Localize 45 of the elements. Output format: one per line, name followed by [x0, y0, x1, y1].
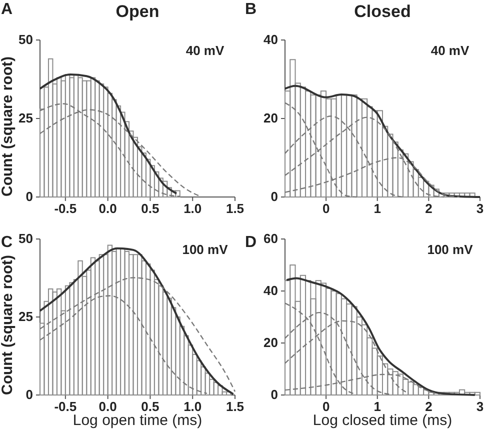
- x-tick-label: 1.5: [226, 201, 244, 216]
- chart-title: Closed: [354, 2, 411, 21]
- annotation: 100 mV: [427, 242, 474, 257]
- y-tick-label: 40: [264, 283, 278, 298]
- x-axis-title: Log open time (ms): [72, 412, 202, 429]
- y-tick-label: 0: [26, 189, 33, 204]
- x-tick-label: 3: [476, 201, 484, 216]
- y-tick-label: 0: [270, 189, 278, 204]
- x-tick-label: 1.5: [226, 399, 244, 414]
- text: A: [1, 1, 13, 18]
- x-tick-label: 3: [476, 399, 484, 414]
- annotation: 40 mV: [430, 43, 470, 58]
- x-tick-label: 0: [322, 399, 330, 414]
- x-tick-label: 0.0: [98, 399, 117, 414]
- y-tick-label: 40: [264, 32, 278, 48]
- y-tick-label: 20: [264, 110, 278, 126]
- x-tick-label: -0.5: [54, 399, 77, 414]
- x-tick-label: 1: [374, 201, 381, 216]
- x-tick-label: 0.5: [141, 399, 160, 414]
- annotation: 100 mV: [182, 242, 228, 257]
- y-tick-label: 0: [270, 387, 278, 402]
- y-tick-label: 20: [264, 335, 278, 350]
- y-tick-label: 50: [18, 32, 33, 48]
- x-tick-label: 0.0: [98, 201, 117, 216]
- x-tick-label: 0: [322, 201, 330, 216]
- text: D: [245, 234, 257, 251]
- text: C: [1, 234, 13, 251]
- x-tick-label: 1.0: [184, 399, 202, 414]
- x-axis-title: Log closed time (ms): [312, 412, 452, 429]
- y-tick-label: 60: [264, 231, 278, 246]
- text: B: [245, 1, 257, 18]
- chart-title: Open: [116, 2, 160, 21]
- x-tick-label: -0.5: [54, 201, 77, 216]
- x-tick-label: 1: [374, 399, 381, 414]
- y-tick-label: 25: [18, 309, 33, 324]
- x-tick-label: 1.0: [184, 201, 202, 216]
- x-tick-label: 0.5: [141, 201, 160, 216]
- y-axis-title: Count (square root): [0, 56, 16, 196]
- y-axis-title: Count (square root): [0, 255, 16, 395]
- y-tick-label: 50: [18, 231, 33, 246]
- annotation: 40 mV: [186, 43, 224, 58]
- x-tick-label: 2: [425, 399, 432, 414]
- y-tick-label: 25: [18, 110, 33, 126]
- x-tick-label: 2: [425, 201, 432, 216]
- y-tick-label: 0: [26, 387, 33, 402]
